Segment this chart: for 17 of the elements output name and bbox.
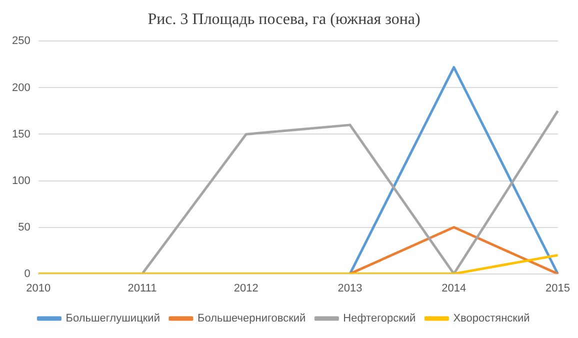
x-tick-label: 2013 [338,282,362,294]
y-tick-label: 50 [18,221,30,234]
y-tick-label: 0 [24,268,30,280]
chart-title: Рис. 3 Площадь посева, га (южная зона) [148,10,420,28]
y-tick-label: 100 [12,174,30,187]
legend-label: Большеглушицкий [66,312,160,325]
y-tick-label: 250 [12,35,30,48]
x-tick-label: 2015 [546,282,570,294]
legend-label: Большечерниговский [197,312,306,325]
x-tick-label: 2012 [234,282,258,294]
legend-label: Нефтегорский [343,312,416,325]
x-tick-label: 2014 [442,282,466,294]
legend-label: Хворостянский [453,312,530,325]
y-tick-label: 200 [12,82,30,94]
y-tick-label: 150 [12,128,30,140]
x-tick-label: 20111 [128,282,157,294]
x-tick-label: 2010 [26,282,51,294]
